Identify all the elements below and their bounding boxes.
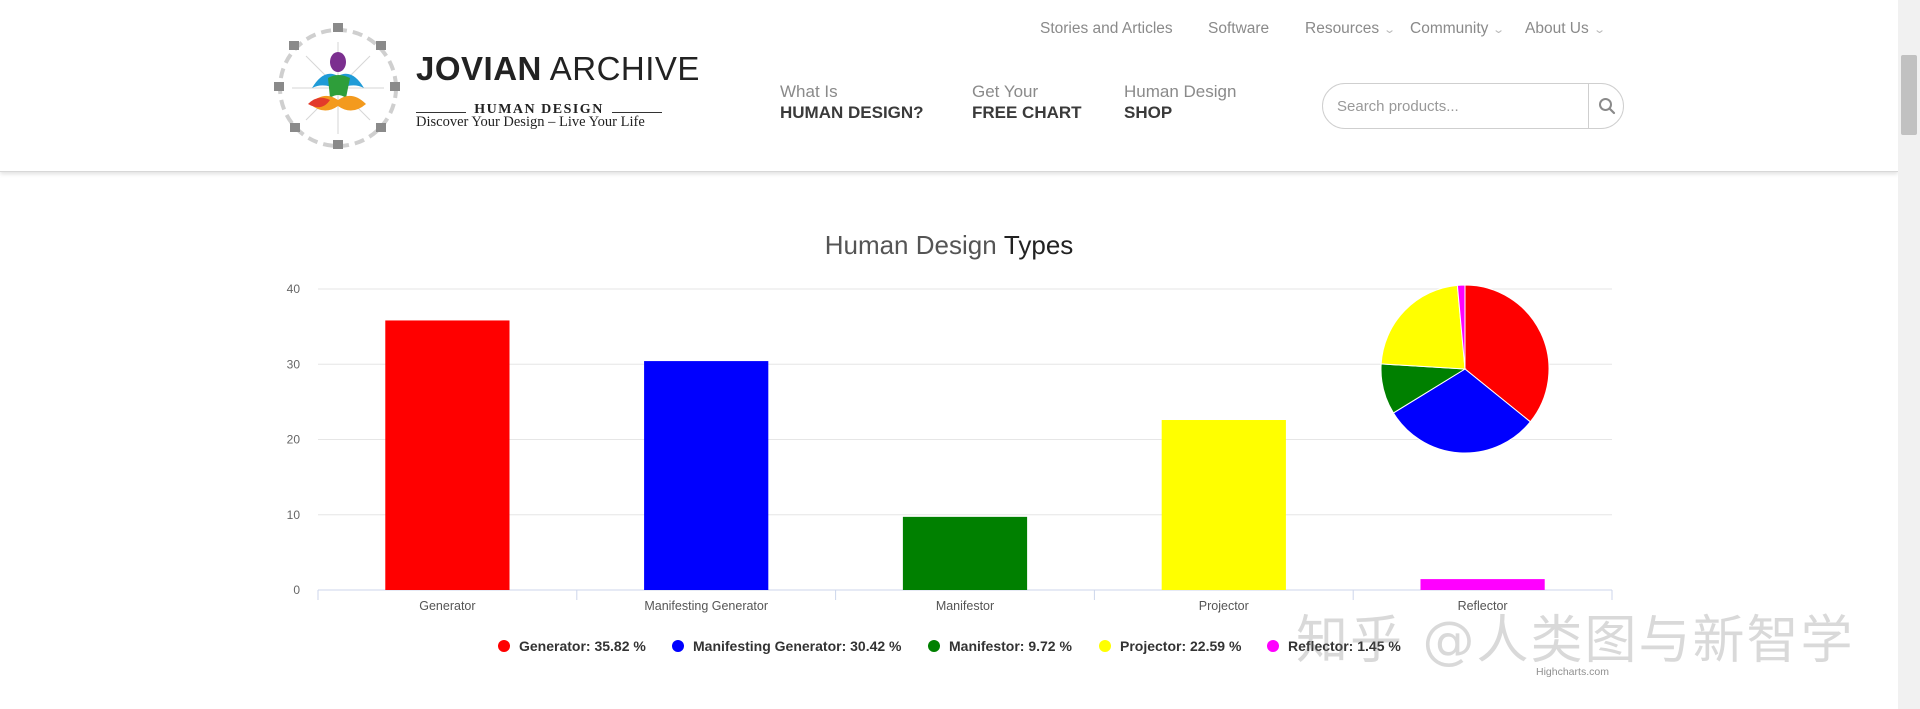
- top-nav-label: Software: [1208, 20, 1270, 37]
- top-nav-label: Resources: [1305, 20, 1380, 37]
- brand-tagline: Discover Your Design – Live Your Life: [416, 114, 645, 130]
- legend-label: Generator: 35.82 %: [519, 638, 646, 654]
- chart-credits[interactable]: Highcharts.com: [1536, 666, 1609, 678]
- chart-title-part2: Types: [1003, 230, 1074, 260]
- logo-mandala-icon: [274, 23, 400, 149]
- site-logo[interactable]: JOVIAN ARCHIVE HUMAN DESIGN Discover You…: [272, 20, 699, 155]
- legend-item[interactable]: Manifesting Generator: 30.42 %: [672, 638, 902, 654]
- search-divider: [1588, 84, 1589, 128]
- y-tick-label: 0: [293, 583, 300, 597]
- y-tick-label: 20: [287, 433, 301, 447]
- search-box: [1322, 83, 1624, 129]
- top-nav-item-resources[interactable]: Resources ⌄: [1305, 20, 1397, 38]
- main-nav-item-shop[interactable]: Human Design SHOP: [1124, 82, 1236, 123]
- top-nav-label: Community: [1410, 20, 1489, 37]
- legend-color-dot: [672, 640, 684, 652]
- main-nav-line2: HUMAN DESIGN?: [780, 103, 924, 122]
- x-tick-label: Manifestor: [936, 599, 994, 613]
- watermark-text: 知乎 @人类图与新智学: [1296, 611, 1855, 671]
- legend-color-dot: [1099, 640, 1111, 652]
- chevron-down-icon: ⌄: [1592, 24, 1606, 36]
- page-scrollbar[interactable]: [1898, 0, 1920, 709]
- top-nav-label: Stories and Articles: [1040, 20, 1173, 37]
- x-tick-label: Reflector: [1458, 599, 1508, 613]
- bar: [385, 320, 510, 590]
- legend-color-dot: [498, 640, 510, 652]
- chart-legend: Generator: 35.82 % Manifesting Generator:…: [0, 638, 1898, 660]
- bar: [644, 361, 769, 590]
- search-input[interactable]: [1337, 94, 1577, 118]
- pie-slice: [1392, 368, 1532, 454]
- search-button[interactable]: [1591, 84, 1623, 128]
- search-icon: [1599, 98, 1616, 115]
- main-nav-line2: SHOP: [1124, 103, 1173, 122]
- chevron-down-icon: ⌄: [1383, 24, 1397, 36]
- top-nav-item-about-us[interactable]: About Us ⌄: [1525, 20, 1606, 38]
- site-header: JOVIAN ARCHIVE HUMAN DESIGN Discover You…: [0, 0, 1898, 172]
- x-tick-label: Generator: [419, 599, 475, 613]
- main-nav-item-what-is-human-design[interactable]: What Is HUMAN DESIGN?: [780, 82, 924, 123]
- legend-label: Manifestor: 9.72 %: [949, 638, 1072, 654]
- brand-subtitle: HUMAN DESIGN: [474, 102, 604, 117]
- top-nav-item-software[interactable]: Software: [1208, 20, 1269, 38]
- legend-item[interactable]: Manifestor: 9.72 %: [928, 638, 1072, 654]
- scrollbar-thumb[interactable]: [1901, 55, 1917, 135]
- legend-color-dot: [928, 640, 940, 652]
- pie-slice: [1464, 284, 1550, 423]
- bar: [902, 516, 1028, 590]
- main-nav-line1: Human Design: [1124, 82, 1237, 101]
- legend-item[interactable]: Projector: 22.59 %: [1099, 638, 1241, 654]
- top-nav-label: About Us: [1525, 20, 1589, 37]
- legend-label: Projector: 22.59 %: [1120, 638, 1242, 654]
- brand-divider-left: [416, 112, 466, 113]
- main-nav-item-free-chart[interactable]: Get Your FREE CHART: [972, 82, 1082, 123]
- bar: [1420, 579, 1545, 590]
- y-tick-label: 30: [287, 357, 301, 371]
- brand-title-light: ARCHIVE: [541, 50, 700, 87]
- chevron-down-icon: ⌄: [1492, 24, 1506, 36]
- top-nav-item-community[interactable]: Community ⌄: [1410, 20, 1506, 38]
- brand-title: JOVIAN ARCHIVE: [416, 50, 700, 88]
- bar: [1161, 420, 1286, 590]
- legend-label: Reflector: 1.45 %: [1288, 638, 1401, 654]
- top-nav-item-stories[interactable]: Stories and Articles: [1040, 20, 1173, 38]
- legend-item[interactable]: Reflector: 1.45 %: [1267, 638, 1401, 654]
- chart-title-part1: Human Design: [824, 230, 1004, 260]
- legend-label: Manifesting Generator: 30.42 %: [693, 638, 902, 654]
- legend-item[interactable]: Generator: 35.82 %: [498, 638, 646, 654]
- x-tick-label: Projector: [1199, 599, 1249, 613]
- main-nav-line1: What Is: [780, 82, 838, 101]
- pie-slice: [1380, 284, 1466, 370]
- y-tick-label: 10: [287, 508, 301, 522]
- x-tick-label: Manifesting Generator: [644, 599, 768, 613]
- legend-color-dot: [1267, 640, 1279, 652]
- y-tick-label: 40: [287, 282, 301, 296]
- pie-slice: [1456, 284, 1466, 370]
- chart-title: Human Design Types: [0, 230, 1898, 261]
- main-nav-line1: Get Your: [972, 82, 1039, 101]
- brand-title-bold: JOVIAN: [416, 50, 542, 87]
- main-nav-line2: FREE CHART: [972, 103, 1082, 122]
- brand-divider-right: [612, 112, 662, 113]
